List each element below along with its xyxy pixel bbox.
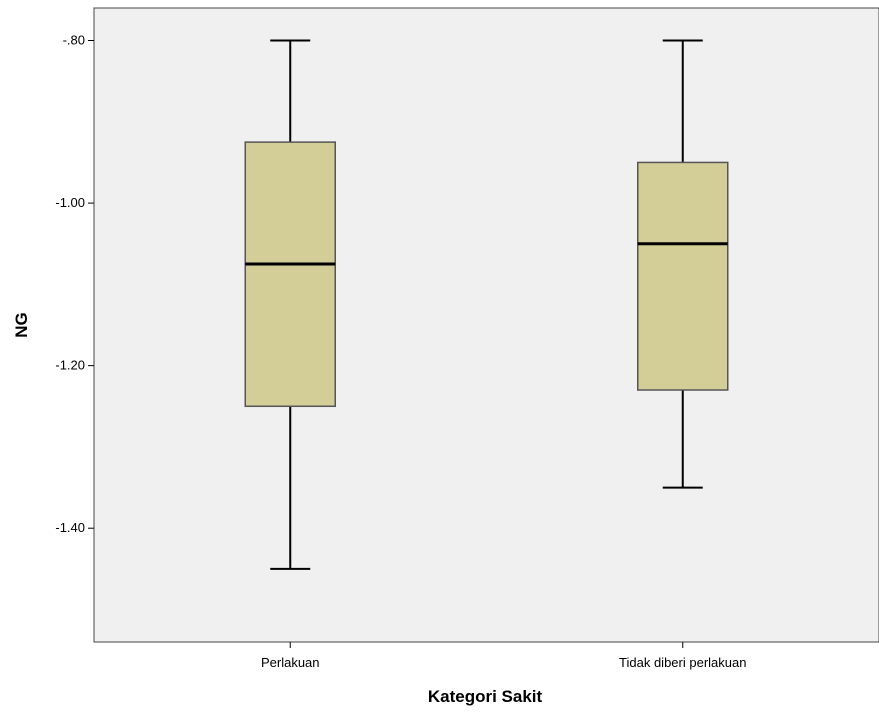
x-axis-title: Kategori Sakit	[428, 687, 543, 706]
y-tick-label: -.80	[63, 33, 85, 48]
box-group	[637, 39, 729, 489]
box-iqr	[637, 161, 729, 391]
y-tick-label: -1.40	[55, 520, 85, 535]
box-iqr	[244, 141, 336, 408]
y-tick-label: -1.20	[55, 358, 85, 373]
y-tick-label: -1.00	[55, 195, 85, 210]
y-axis-title: NG	[12, 312, 31, 338]
box-group	[244, 39, 336, 570]
plot-area	[93, 7, 879, 643]
x-tick-label: Perlakuan	[261, 655, 320, 670]
x-tick-label: Tidak diberi perlakuan	[619, 655, 746, 670]
boxes	[244, 39, 729, 570]
y-axis: -.80 -1.00 -1.20 -1.40	[55, 33, 94, 535]
x-axis: Perlakuan Tidak diberi perlakuan	[261, 642, 746, 670]
